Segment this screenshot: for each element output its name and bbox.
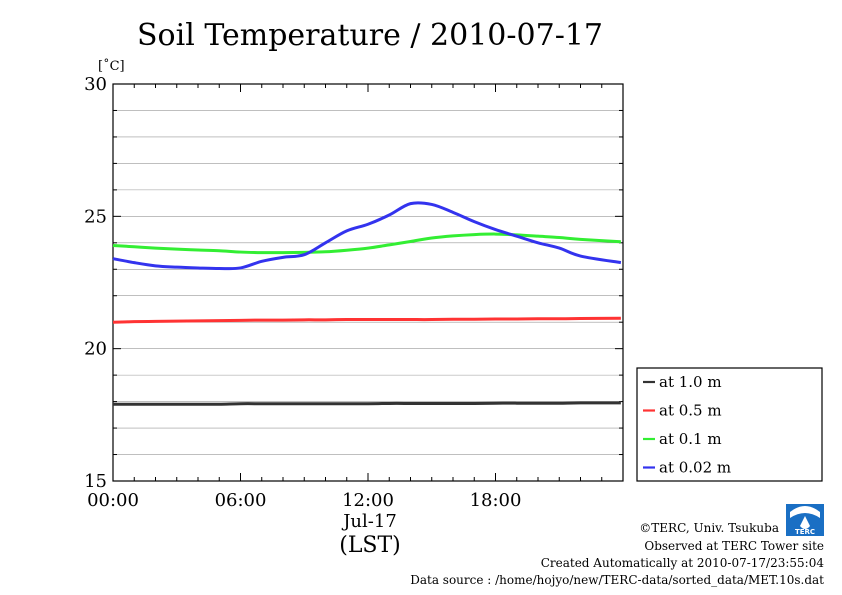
x-tick-label: 12:00 [342, 490, 394, 511]
plot-frame [112, 83, 624, 482]
legend-box [636, 367, 823, 482]
logo-drop-icon [800, 516, 810, 529]
legend-label-3: at 0.02 m [659, 459, 731, 477]
legend-label-1: at 0.5 m [659, 402, 722, 420]
axis-ticks [112, 83, 624, 482]
legend: at 1.0 m at 0.5 m at 0.1 m at 0.02 m [636, 367, 823, 482]
footer-source: Data source : /home/hojyo/new/TERC-data/… [410, 573, 824, 587]
x-tick-label: 06:00 [215, 490, 267, 511]
series-line-2 [112, 232, 621, 255]
chart-title: Soil Temperature / 2010-07-17 [137, 18, 603, 53]
x-axis-label: (LST) [339, 533, 401, 558]
series-line-1 [112, 316, 621, 324]
logo-text: TERC [795, 528, 815, 536]
x-tick-labels: 00:00 06:00 12:00 18:00 [87, 490, 521, 511]
series-line-0 [112, 401, 621, 406]
y-tick-label: 15 [84, 471, 107, 492]
x-tick-label: 00:00 [87, 490, 139, 511]
terc-logo: TERC [786, 504, 824, 536]
x-tick-label: 18:00 [470, 490, 522, 511]
series-line-3 [112, 201, 622, 271]
y-tick-label: 20 [84, 339, 107, 360]
logo-wave-icon [790, 506, 820, 518]
y-tick-label: 30 [84, 74, 107, 95]
y-tick-labels: 15 20 25 30 [84, 74, 107, 492]
series-lines [112, 201, 622, 406]
footer-site: Observed at TERC Tower site [644, 539, 824, 553]
y-tick-label: 25 [84, 206, 107, 227]
date-label: Jul-17 [341, 511, 397, 532]
legend-label-0: at 1.0 m [659, 373, 722, 391]
footer-copyright: ©TERC, Univ. Tsukuba [639, 521, 779, 535]
legend-label-2: at 0.1 m [659, 430, 722, 448]
y-axis-label: [˚C] [98, 58, 125, 74]
footer-created: Created Automatically at 2010-07-17/23:5… [541, 556, 825, 570]
